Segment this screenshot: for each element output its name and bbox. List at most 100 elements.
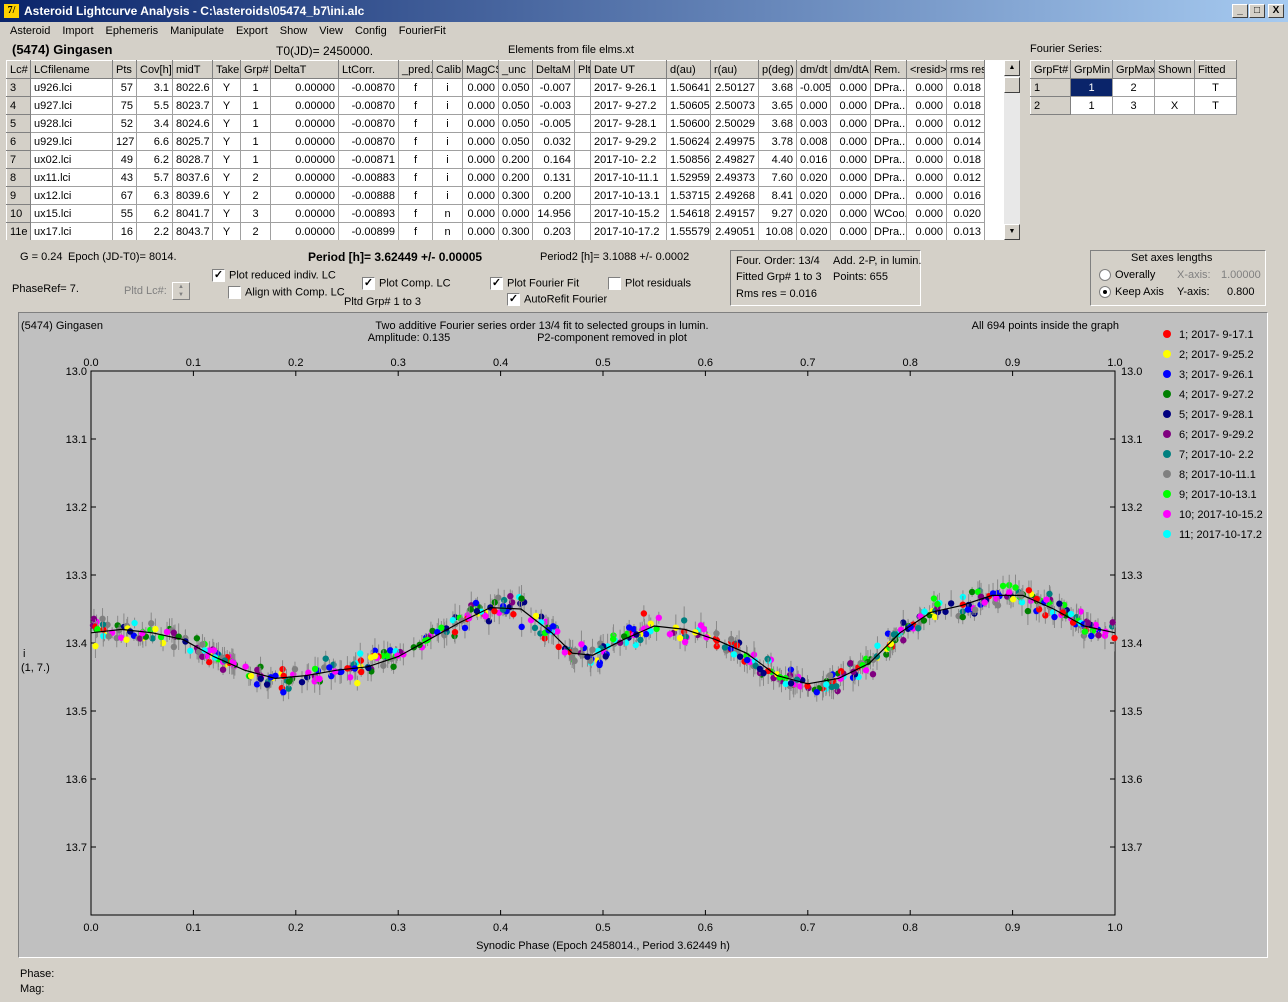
table-cell[interactable]: 9.27 bbox=[758, 204, 797, 223]
table-cell[interactable]: 0.000 bbox=[462, 168, 499, 187]
table-cell[interactable]: 2017- 9-26.1 bbox=[590, 78, 667, 97]
table-cell[interactable]: DPra... bbox=[870, 168, 907, 187]
column-header[interactable]: p(deg) bbox=[758, 60, 797, 79]
table-cell[interactable]: 6.2 bbox=[136, 150, 173, 169]
table-cell[interactable]: 2.49975 bbox=[710, 132, 759, 151]
table-cell[interactable]: 1.53715 bbox=[666, 186, 711, 205]
table-cell[interactable]: 8037.6 bbox=[172, 168, 213, 187]
table-cell[interactable]: 0.000 bbox=[906, 114, 947, 133]
table-cell[interactable]: -0.005 bbox=[796, 78, 831, 97]
yaxis-value[interactable]: 0.800 bbox=[1227, 286, 1255, 298]
table-cell[interactable]: 43 bbox=[112, 168, 137, 187]
table-cell[interactable]: 8041.7 bbox=[172, 204, 213, 223]
table-cell[interactable]: 0.300 bbox=[498, 222, 533, 240]
table-cell[interactable]: 0.000 bbox=[830, 96, 871, 115]
align-comp-checkbox[interactable]: Align with Comp. LC bbox=[228, 286, 345, 299]
table-cell[interactable]: 6.6 bbox=[136, 132, 173, 151]
table-cell[interactable]: 0.013 bbox=[946, 222, 985, 240]
table-cell[interactable]: Y bbox=[212, 186, 241, 205]
table-cell[interactable]: 1 bbox=[240, 150, 271, 169]
table-cell[interactable]: 6.2 bbox=[136, 204, 173, 223]
menu-ephemeris[interactable]: Ephemeris bbox=[105, 25, 159, 37]
keep-axis-radio[interactable]: Keep Axis bbox=[1099, 286, 1164, 299]
table-cell[interactable]: 0.000 bbox=[906, 150, 947, 169]
table-cell[interactable]: -0.007 bbox=[532, 78, 575, 97]
lightcurve-chart[interactable]: 0.0 0.0 0.1 0.1 0.2 0.2 0.3 0.3 0.4 0.4 0.5 0.5 0.6 0… bbox=[19, 313, 1267, 957]
table-cell[interactable]: DPra... bbox=[870, 186, 907, 205]
column-header[interactable]: r(au) bbox=[710, 60, 759, 79]
table-cell[interactable]: 14.956 bbox=[532, 204, 575, 223]
table-cell[interactable]: 0.000 bbox=[830, 204, 871, 223]
pltd-lc-spinner[interactable]: ▲ ▼ bbox=[172, 282, 190, 300]
table-cell[interactable]: 0.018 bbox=[946, 150, 985, 169]
table-cell[interactable]: 0.000 bbox=[796, 96, 831, 115]
table-cell[interactable]: i bbox=[432, 150, 463, 169]
table-row[interactable]: 9 ux12.lci 67 6.3 8039.6 Y 2 0.00000 -0.00888 f i 0… bbox=[6, 186, 985, 205]
table-cell[interactable]: 3.65 bbox=[758, 96, 797, 115]
table-cell[interactable]: 8028.7 bbox=[172, 150, 213, 169]
column-header[interactable]: DeltaT bbox=[270, 60, 339, 79]
table-cell[interactable]: f bbox=[398, 150, 433, 169]
autorefit-checkbox[interactable]: ✓ AutoRefit Fourier bbox=[507, 293, 607, 306]
table-cell[interactable]: u929.lci bbox=[30, 132, 113, 151]
table-cell[interactable]: f bbox=[398, 168, 433, 187]
table-cell[interactable]: Y bbox=[212, 114, 241, 133]
table-cell[interactable]: 1 bbox=[240, 132, 271, 151]
table-cell[interactable]: Y bbox=[212, 204, 241, 223]
table-cell[interactable]: 0.000 bbox=[830, 150, 871, 169]
table-cell[interactable]: 0.050 bbox=[498, 78, 533, 97]
table-cell[interactable]: DPra... bbox=[870, 96, 907, 115]
table-cell[interactable]: 57 bbox=[112, 78, 137, 97]
table-cell[interactable]: 0.008 bbox=[796, 132, 831, 151]
table-cell[interactable]: 0.000 bbox=[498, 204, 533, 223]
table-cell[interactable]: 1 bbox=[240, 96, 271, 115]
table-cell[interactable]: 0.016 bbox=[946, 186, 985, 205]
table-cell[interactable]: 0.00000 bbox=[270, 150, 339, 169]
fs-cell[interactable] bbox=[1154, 78, 1195, 97]
table-cell[interactable]: 8039.6 bbox=[172, 186, 213, 205]
table-cell[interactable]: 0.014 bbox=[946, 132, 985, 151]
menu-asteroid[interactable]: Asteroid bbox=[10, 25, 51, 37]
table-cell[interactable]: 8022.6 bbox=[172, 78, 213, 97]
table-cell[interactable]: 0.018 bbox=[946, 96, 985, 115]
table-cell[interactable]: 8043.7 bbox=[172, 222, 213, 240]
table-cell[interactable]: 2.49268 bbox=[710, 186, 759, 205]
table-cell[interactable]: -0.00888 bbox=[338, 186, 399, 205]
table-cell[interactable]: 0.020 bbox=[796, 168, 831, 187]
table-cell[interactable]: 10.08 bbox=[758, 222, 797, 240]
table-cell[interactable]: 4 bbox=[6, 96, 31, 115]
table-cell[interactable]: u927.lci bbox=[30, 96, 113, 115]
table-cell[interactable]: -0.00870 bbox=[338, 132, 399, 151]
table-cell[interactable]: Y bbox=[212, 168, 241, 187]
column-header[interactable]: midT bbox=[172, 60, 213, 79]
table-cell[interactable]: 0.164 bbox=[532, 150, 575, 169]
table-cell[interactable]: 0.000 bbox=[906, 96, 947, 115]
table-cell[interactable]: 67 bbox=[112, 186, 137, 205]
table-cell[interactable]: Y bbox=[212, 132, 241, 151]
table-cell[interactable]: 0.200 bbox=[498, 150, 533, 169]
plot-reduced-checkbox[interactable]: ✓ Plot reduced indiv. LC bbox=[212, 269, 336, 282]
menu-fourierfit[interactable]: FourierFit bbox=[398, 25, 446, 37]
fs-cell[interactable]: 2 bbox=[1112, 78, 1155, 97]
table-cell[interactable]: 0.020 bbox=[946, 204, 985, 223]
table-cell[interactable]: 52 bbox=[112, 114, 137, 133]
table-cell[interactable]: 0.00000 bbox=[270, 222, 339, 240]
table-cell[interactable]: Y bbox=[212, 78, 241, 97]
column-header[interactable]: d(au) bbox=[666, 60, 711, 79]
overally-radio[interactable]: Overally bbox=[1099, 269, 1155, 282]
table-cell[interactable]: 0.050 bbox=[498, 132, 533, 151]
table-cell[interactable]: 2.49827 bbox=[710, 150, 759, 169]
table-cell[interactable]: DPra... bbox=[870, 132, 907, 151]
table-cell[interactable]: -0.00899 bbox=[338, 222, 399, 240]
table-cell[interactable]: i bbox=[432, 186, 463, 205]
plot-comp-checkbox[interactable]: ✓ Plot Comp. LC bbox=[362, 277, 451, 290]
column-header[interactable]: Lc# bbox=[6, 60, 31, 79]
column-header[interactable]: _pred. bbox=[398, 60, 433, 79]
table-cell[interactable]: 11e bbox=[6, 222, 31, 240]
close-button[interactable]: X bbox=[1268, 4, 1284, 18]
table-cell[interactable]: 3.68 bbox=[758, 78, 797, 97]
table-cell[interactable]: 0.203 bbox=[532, 222, 575, 240]
menu-manipulate[interactable]: Manipulate bbox=[170, 25, 224, 37]
column-header[interactable]: dm/dtA bbox=[830, 60, 871, 79]
table-cell[interactable]: 6.3 bbox=[136, 186, 173, 205]
